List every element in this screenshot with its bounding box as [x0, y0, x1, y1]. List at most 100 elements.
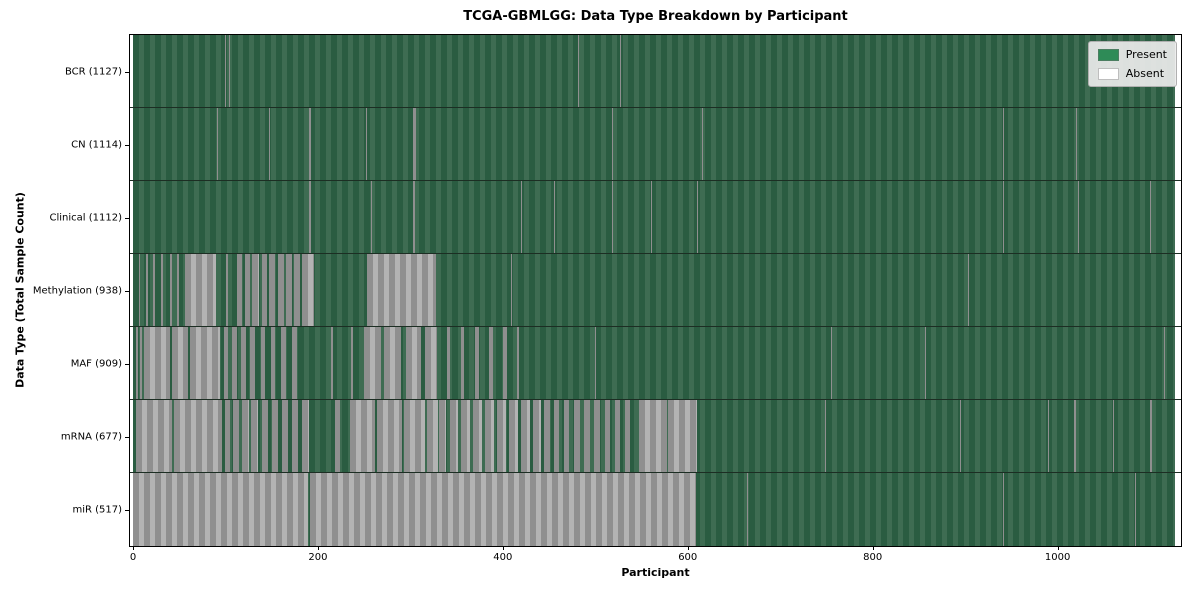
legend-label: Absent: [1125, 67, 1165, 80]
absent-span: [614, 400, 621, 472]
x-tick-mark: [872, 546, 874, 550]
absent-span: [439, 400, 447, 472]
absent-span: [268, 108, 270, 180]
absent-span: [242, 400, 249, 472]
absent-span: [553, 181, 555, 253]
absent-span: [620, 35, 622, 107]
y-tick-label-Methylation: Methylation (938): [32, 285, 122, 296]
absent-span: [563, 400, 570, 472]
y-tick-mark: [125, 363, 129, 365]
absent-span: [1135, 473, 1137, 546]
absent-span: [1131, 108, 1133, 180]
absent-span: [145, 254, 148, 326]
legend: Present Absent: [1087, 41, 1177, 87]
absent-span: [260, 327, 266, 399]
absent-span: [366, 254, 437, 326]
absent-span: [594, 400, 600, 472]
heatmap-row-mRNA: [130, 400, 1181, 473]
x-tick-label: 400: [493, 552, 513, 563]
legend-item-present: Present: [1097, 48, 1167, 61]
y-tick-label-BCR: BCR (1127): [64, 66, 122, 77]
absent-span: [1077, 181, 1079, 253]
absent-span: [133, 473, 308, 546]
heatmap-row-CN: [130, 108, 1181, 181]
row-bars-present: [133, 473, 1175, 546]
absent-span: [302, 254, 315, 326]
y-tick-label-MAF: MAF (909): [70, 358, 122, 369]
absent-span: [135, 327, 138, 399]
x-tick-label: 200: [308, 552, 328, 563]
row-bars-present: [133, 108, 1175, 180]
absent-span: [1131, 181, 1133, 253]
absent-span: [584, 400, 590, 472]
absent-span: [261, 254, 268, 326]
absent-span: [1003, 473, 1004, 546]
absent-span: [225, 35, 227, 107]
absent-span: [475, 327, 479, 399]
absent-span: [293, 254, 301, 326]
plot-area: Present Absent: [129, 34, 1182, 547]
y-axis-label: Data Type (Total Sample Count): [13, 192, 27, 388]
absent-span: [377, 400, 403, 472]
absent-span: [350, 400, 376, 472]
absent-span: [595, 327, 597, 399]
absent-span: [1048, 400, 1050, 472]
absent-span: [668, 400, 697, 472]
x-tick-label: 1000: [1044, 552, 1071, 563]
absent-span: [574, 400, 580, 472]
absent-span: [967, 254, 969, 326]
absent-span: [497, 400, 506, 472]
absent-span: [624, 400, 631, 472]
absent-span: [280, 327, 286, 399]
absent-span: [521, 181, 523, 253]
absent-span: [488, 327, 493, 399]
absent-span: [177, 254, 180, 326]
absent-span: [425, 327, 438, 399]
x-tick-mark: [317, 546, 319, 550]
absent-span: [370, 181, 372, 253]
absent-span: [251, 400, 258, 472]
x-tick-label: 800: [863, 552, 883, 563]
absent-span: [849, 181, 851, 253]
absent-span: [244, 254, 251, 326]
absent-span: [232, 400, 240, 472]
absent-span: [1168, 327, 1170, 399]
absent-span: [138, 254, 141, 326]
y-tick-mark: [125, 71, 129, 73]
absent-span: [270, 327, 276, 399]
absent-span: [229, 35, 231, 107]
row-bars-present: [133, 400, 1175, 472]
absent-span: [1003, 108, 1004, 180]
absent-span: [650, 181, 652, 253]
absent-span: [461, 400, 470, 472]
absent-span: [521, 400, 530, 472]
absent-span: [384, 327, 402, 399]
absent-span: [831, 327, 832, 399]
absent-span: [1076, 108, 1077, 180]
absent-span: [308, 108, 311, 180]
legend-swatch-absent: [1097, 67, 1119, 80]
absent-span: [184, 254, 217, 326]
x-tick-mark: [1057, 546, 1059, 550]
x-tick-label: 0: [129, 552, 137, 563]
absent-span: [611, 181, 613, 253]
absent-span: [169, 254, 172, 326]
absent-span: [364, 327, 381, 399]
y-tick-mark: [125, 144, 129, 146]
y-tick-label-miR: miR (517): [72, 504, 122, 515]
absent-span: [1074, 400, 1077, 472]
absent-span: [250, 327, 256, 399]
row-bars-present: [133, 254, 1175, 326]
absent-span: [638, 400, 668, 472]
absent-span: [261, 400, 268, 472]
x-tick-mark: [133, 546, 134, 550]
x-tick-mark: [502, 546, 504, 550]
absent-span: [405, 327, 422, 399]
absent-span: [485, 400, 494, 472]
absent-span: [427, 400, 439, 472]
legend-swatch-present: [1097, 48, 1119, 61]
absent-span: [577, 35, 579, 107]
absent-span: [960, 400, 962, 472]
legend-label: Present: [1125, 48, 1167, 61]
